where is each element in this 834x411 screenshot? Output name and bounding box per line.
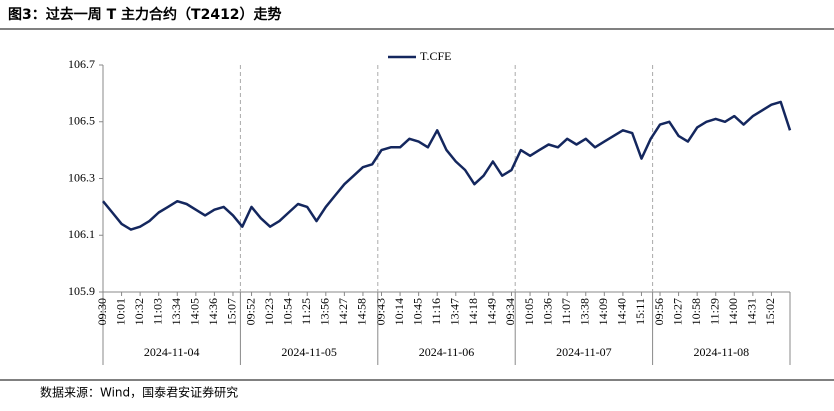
x-tick-label: 13:34 bbox=[169, 298, 183, 325]
x-tick-label: 10:58 bbox=[689, 298, 703, 325]
x-tick-label: 14:58 bbox=[355, 298, 369, 325]
y-tick-label: 106.5 bbox=[68, 114, 95, 128]
x-tick-label: 09:34 bbox=[503, 298, 517, 325]
x-tick-label: 09:30 bbox=[95, 298, 109, 325]
x-tick-label: 14:18 bbox=[466, 298, 480, 325]
source-note: 数据来源：Wind，国泰君安证券研究 bbox=[40, 385, 238, 400]
line-series bbox=[102, 100, 792, 231]
x-tick-label: 15:07 bbox=[225, 298, 239, 325]
x-tick-label: 14:31 bbox=[745, 298, 759, 325]
x-tick-label: 10:23 bbox=[262, 298, 276, 325]
y-tick-label: 106.3 bbox=[68, 170, 95, 184]
x-tick-label: 13:47 bbox=[448, 298, 462, 325]
x-tick-label: 11:03 bbox=[150, 298, 164, 325]
y-tick-label: 105.9 bbox=[68, 284, 95, 298]
x-tick-label: 15:11 bbox=[633, 298, 647, 325]
x-tick-label: 10:45 bbox=[410, 298, 424, 325]
x-tick-label: 11:16 bbox=[429, 298, 443, 325]
x-tick-label: 10:05 bbox=[522, 298, 536, 325]
x-tick-label: 10:32 bbox=[132, 298, 146, 325]
x-tick-label: 14:27 bbox=[336, 298, 350, 325]
x-tick-label: 11:29 bbox=[707, 298, 721, 325]
chart-title: 图3：过去一周 T 主力合约（T2412）走势 bbox=[8, 6, 282, 23]
y-tick-label: 106.1 bbox=[68, 227, 95, 241]
x-tick-label: 14:49 bbox=[485, 298, 499, 325]
x-group-label: 2024-11-05 bbox=[281, 345, 337, 359]
x-tick-label: 14:36 bbox=[206, 298, 220, 325]
x-group-label: 2024-11-06 bbox=[419, 345, 475, 359]
y-tick-label: 106.7 bbox=[68, 57, 95, 71]
x-tick-label: 15:02 bbox=[763, 298, 777, 325]
x-tick-label: 10:27 bbox=[670, 298, 684, 325]
x-tick-label: 14:40 bbox=[615, 298, 629, 325]
x-tick-label: 13:56 bbox=[318, 298, 332, 325]
x-tick-label: 11:07 bbox=[559, 298, 573, 325]
legend-label: T.CFE bbox=[420, 49, 451, 63]
x-group-label: 2024-11-08 bbox=[694, 345, 750, 359]
x-tick-label: 10:36 bbox=[540, 298, 554, 325]
x-tick-label: 09:56 bbox=[652, 298, 666, 325]
x-tick-label: 09:43 bbox=[373, 298, 387, 325]
x-tick-label: 10:01 bbox=[113, 298, 127, 325]
x-tick-label: 14:00 bbox=[726, 298, 740, 325]
x-tick-label: 10:14 bbox=[392, 298, 406, 325]
x-tick-label: 11:25 bbox=[299, 298, 313, 325]
x-tick-label: 14:09 bbox=[596, 298, 610, 325]
x-tick-label: 14:05 bbox=[188, 298, 202, 325]
x-tick-label: 10:54 bbox=[280, 298, 294, 325]
x-tick-label: 13:38 bbox=[578, 298, 592, 325]
x-group-label: 2024-11-07 bbox=[556, 345, 612, 359]
x-group-label: 2024-11-04 bbox=[144, 345, 200, 359]
x-tick-label: 09:52 bbox=[243, 298, 257, 325]
